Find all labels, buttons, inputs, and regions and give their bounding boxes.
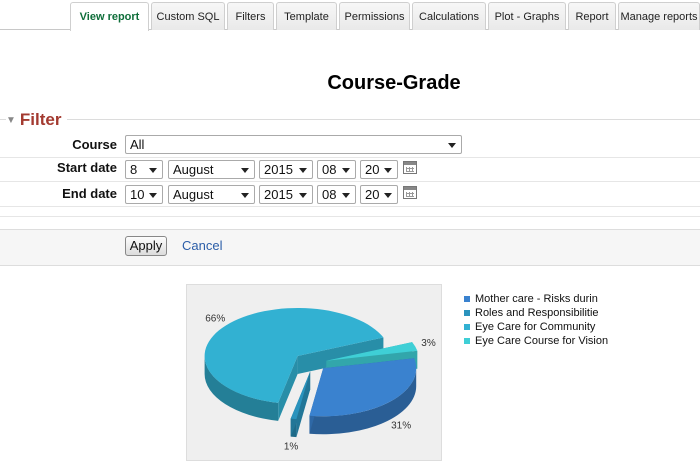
row-divider xyxy=(0,206,700,207)
pie-slice-top xyxy=(309,358,417,417)
chevron-down-icon xyxy=(149,168,157,173)
row-divider xyxy=(0,157,700,158)
start-month-value: August xyxy=(173,162,214,177)
chevron-down-icon xyxy=(342,168,350,173)
start-minute-select[interactable]: 20 xyxy=(360,160,398,179)
end-hour-select[interactable]: 08 xyxy=(317,185,356,204)
legend-item: Eye Care Course for Vision xyxy=(464,334,608,348)
pie-slice xyxy=(290,371,311,438)
end-month-value: August xyxy=(173,187,214,202)
legend-item: Mother care - Risks durin xyxy=(464,292,608,306)
course-label: Course xyxy=(72,137,117,152)
end-year-value: 2015 xyxy=(264,187,293,202)
legend-item: Eye Care for Community xyxy=(464,320,608,334)
legend-swatch xyxy=(464,338,470,344)
pie-slice-side xyxy=(204,355,279,421)
pie-slice-top xyxy=(204,307,384,403)
apply-button[interactable]: Apply xyxy=(125,236,167,256)
legend-label: Roles and Responsibilitie xyxy=(475,307,599,319)
chevron-down-icon xyxy=(342,193,350,198)
end-month-select[interactable]: August xyxy=(168,185,255,204)
tab-custom-sql[interactable]: Custom SQL xyxy=(151,2,225,30)
row-divider xyxy=(0,181,700,182)
legend-swatch xyxy=(464,324,470,330)
cancel-link[interactable]: Cancel xyxy=(182,238,223,253)
legend-label: Mother care - Risks durin xyxy=(475,293,598,305)
pie-slice-top xyxy=(326,342,418,361)
pie-chart: 31% 1% 66% 3% xyxy=(204,307,436,452)
start-year-value: 2015 xyxy=(264,162,293,177)
pie-data-label: 1% xyxy=(284,441,299,452)
end-hour-value: 08 xyxy=(322,187,337,202)
tab-filters[interactable]: Filters xyxy=(227,2,274,30)
calendar-icon[interactable] xyxy=(403,161,417,174)
end-date-label: End date xyxy=(62,186,117,201)
end-day-value: 10 xyxy=(130,187,145,202)
form-button-bar xyxy=(0,229,700,266)
filter-legend-label: Filter xyxy=(19,110,62,129)
start-hour-value: 08 xyxy=(322,162,337,177)
legend-item: Roles and Responsibilitie xyxy=(464,306,608,320)
start-year-select[interactable]: 2015 xyxy=(259,160,313,179)
filter-fieldset-border xyxy=(0,119,700,120)
course-select[interactable]: All xyxy=(125,135,462,154)
start-minute-value: 20 xyxy=(365,162,380,177)
chevron-down-icon xyxy=(149,193,157,198)
pie-chart-panel: 31% 1% 66% 3% xyxy=(186,284,442,461)
start-hour-select[interactable]: 08 xyxy=(317,160,356,179)
legend-swatch xyxy=(464,310,470,316)
legend-label: Eye Care Course for Vision xyxy=(475,335,609,347)
tab-view-report[interactable]: View report xyxy=(70,2,149,31)
start-day-select[interactable]: 8 xyxy=(125,160,163,179)
chevron-down-icon xyxy=(299,168,307,173)
start-month-select[interactable]: August xyxy=(168,160,255,179)
pie-data-label: 66% xyxy=(205,314,225,325)
row-divider xyxy=(0,216,700,217)
end-minute-value: 20 xyxy=(365,187,380,202)
pie-slice-cut xyxy=(278,355,298,421)
tab-calculations[interactable]: Calculations xyxy=(412,2,486,30)
start-day-value: 8 xyxy=(130,162,138,177)
page-title: Course-Grade xyxy=(327,72,461,94)
tab-permissions[interactable]: Permissions xyxy=(339,2,410,30)
tab-report[interactable]: Report xyxy=(568,2,616,30)
tab-manage-reports[interactable]: Manage reports xyxy=(618,2,700,30)
pie-slice xyxy=(309,358,417,435)
pie-data-label: 31% xyxy=(391,421,411,432)
chevron-down-icon xyxy=(241,168,249,173)
calendar-icon[interactable] xyxy=(403,186,417,199)
pie-slice-cut xyxy=(297,337,384,374)
end-minute-select[interactable]: 20 xyxy=(360,185,398,204)
chart-legend: Mother care - Risks durin Roles and Respo… xyxy=(464,292,608,348)
chevron-down-icon xyxy=(384,193,392,198)
tab-plot-graphs[interactable]: Plot - Graphs xyxy=(488,2,566,30)
pie-data-label: 3% xyxy=(421,338,436,349)
legend-swatch xyxy=(464,296,470,302)
legend-label: Eye Care for Community xyxy=(475,321,596,333)
chevron-down-icon xyxy=(241,193,249,198)
end-day-select[interactable]: 10 xyxy=(125,185,163,204)
chevron-down-icon xyxy=(384,168,392,173)
pie-slice-top xyxy=(290,371,311,420)
report-tab-bar: View report Custom SQL Filters Template … xyxy=(0,0,700,31)
chevron-down-icon xyxy=(299,193,307,198)
pie-slice xyxy=(204,307,384,421)
chevron-down-icon xyxy=(448,143,456,148)
course-select-value: All xyxy=(130,137,145,152)
tab-template[interactable]: Template xyxy=(276,2,337,30)
filter-legend[interactable]: ▼ Filter xyxy=(6,110,68,130)
chevron-down-icon: ▼ xyxy=(6,115,16,127)
pie-slice-side xyxy=(309,368,417,435)
end-year-select[interactable]: 2015 xyxy=(259,185,313,204)
start-date-label: Start date xyxy=(57,160,117,175)
